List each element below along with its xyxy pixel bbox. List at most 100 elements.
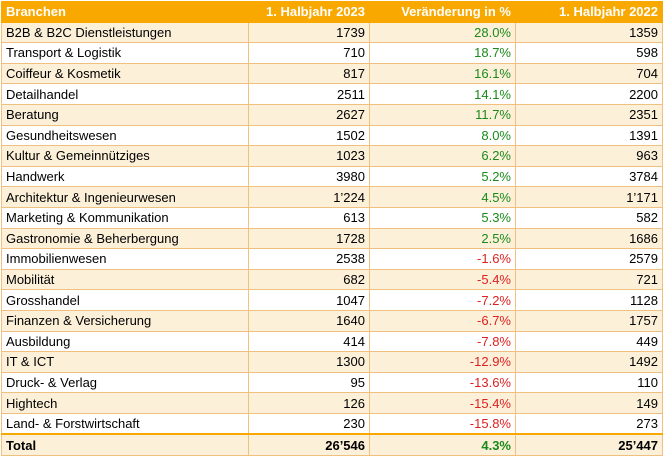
table-body: B2B & B2C Dienstleistungen 1739 28.0% 1359 T… [1,21,663,435]
cell-h2022: 149 [515,392,663,414]
total-change: 4.3% [369,433,516,456]
cell-h2023: 2511 [248,83,370,105]
cell-branche: Land- & Forstwirtschaft [1,412,249,435]
table-row: Immobilienwesen 2538 -1.6% 2579 [1,248,663,270]
cell-change: -6.7% [369,309,516,332]
cell-h2022: 449 [515,330,663,353]
table-row: Finanzen & Versicherung 1640 -6.7% 1757 [1,309,663,332]
cell-h2023: 1739 [248,21,370,44]
cell-change: -13.6% [369,371,516,394]
total-h2022: 25’447 [515,433,663,456]
cell-h2022: 582 [515,206,663,229]
cell-change: 4.5% [369,186,516,208]
header-h2022: 1. Halbjahr 2022 [515,1,663,23]
cell-h2023: 2538 [248,248,370,270]
cell-h2022: 2579 [515,248,663,270]
cell-h2023: 414 [248,330,370,353]
cell-h2022: 1686 [515,227,663,250]
header-change: Veränderung in % [369,1,516,23]
table-row: Grosshandel 1047 -7.2% 1128 [1,289,663,311]
table-row: Gastronomie & Beherbergung 1728 2.5% 1686 [1,227,663,250]
cell-h2022: 598 [515,42,663,64]
header-row: Branchen 1. Halbjahr 2023 Veränderung in… [1,1,663,23]
cell-branche: B2B & B2C Dienstleistungen [1,21,249,44]
cell-branche: Handwerk [1,165,249,188]
cell-h2023: 2627 [248,103,370,126]
cell-branche: Hightech [1,392,249,414]
cell-branche: Beratung [1,103,249,126]
table-row: Land- & Forstwirtschaft 230 -15.8% 273 [1,412,663,435]
table-row: Ausbildung 414 -7.8% 449 [1,330,663,353]
cell-branche: IT & ICT [1,351,249,373]
cell-h2022: 963 [515,145,663,167]
cell-change: -5.4% [369,268,516,291]
cell-h2023: 95 [248,371,370,394]
header-branchen: Branchen [1,1,249,23]
cell-h2022: 1128 [515,289,663,311]
total-row: Total 26’546 4.3% 25’447 [1,433,663,456]
cell-h2023: 682 [248,268,370,291]
cell-h2022: 704 [515,62,663,85]
table-row: Gesundheitswesen 1502 8.0% 1391 [1,124,663,147]
cell-h2022: 721 [515,268,663,291]
cell-change: -7.2% [369,289,516,311]
cell-h2023: 1’224 [248,186,370,208]
cell-change: 28.0% [369,21,516,44]
cell-h2022: 1359 [515,21,663,44]
table-row: Coiffeur & Kosmetik 817 16.1% 704 [1,62,663,85]
cell-branche: Ausbildung [1,330,249,353]
cell-h2023: 1023 [248,145,370,167]
cell-change: 14.1% [369,83,516,105]
table-row: Kultur & Gemeinnütziges 1023 6.2% 963 [1,145,663,167]
table-row: Transport & Logistik 710 18.7% 598 [1,42,663,64]
cell-h2022: 2200 [515,83,663,105]
table-row: Handwerk 3980 5.2% 3784 [1,165,663,188]
table-row: Druck- & Verlag 95 -13.6% 110 [1,371,663,394]
cell-branche: Kultur & Gemeinnütziges [1,145,249,167]
cell-h2023: 230 [248,412,370,435]
cell-h2023: 126 [248,392,370,414]
cell-branche: Mobilität [1,268,249,291]
header-h2023: 1. Halbjahr 2023 [248,1,370,23]
table-row: Beratung 2627 11.7% 2351 [1,103,663,126]
cell-branche: Immobilienwesen [1,248,249,270]
table-row: Hightech 126 -15.4% 149 [1,392,663,414]
cell-h2022: 110 [515,371,663,394]
cell-change: 2.5% [369,227,516,250]
cell-h2022: 1391 [515,124,663,147]
cell-change: -15.4% [369,392,516,414]
cell-branche: Finanzen & Versicherung [1,309,249,332]
cell-h2023: 3980 [248,165,370,188]
cell-branche: Detailhandel [1,83,249,105]
cell-h2023: 817 [248,62,370,85]
table-row: B2B & B2C Dienstleistungen 1739 28.0% 1359 [1,21,663,44]
cell-change: -15.8% [369,412,516,435]
cell-branche: Gesundheitswesen [1,124,249,147]
cell-h2022: 1’171 [515,186,663,208]
cell-h2023: 1300 [248,351,370,373]
table-row: Architektur & Ingenieurwesen 1’224 4.5% 1’1… [1,186,663,208]
cell-change: 5.3% [369,206,516,229]
cell-change: 11.7% [369,103,516,126]
cell-change: 6.2% [369,145,516,167]
cell-change: 8.0% [369,124,516,147]
total-label: Total [1,433,249,456]
table-row: IT & ICT 1300 -12.9% 1492 [1,351,663,373]
cell-h2022: 2351 [515,103,663,126]
table-row: Marketing & Kommunikation 613 5.3% 582 [1,206,663,229]
cell-change: 18.7% [369,42,516,64]
cell-change: -12.9% [369,351,516,373]
table-row: Detailhandel 2511 14.1% 2200 [1,83,663,105]
cell-h2022: 1757 [515,309,663,332]
cell-h2023: 710 [248,42,370,64]
cell-branche: Transport & Logistik [1,42,249,64]
cell-change: 16.1% [369,62,516,85]
cell-branche: Architektur & Ingenieurwesen [1,186,249,208]
table-row: Mobilität 682 -5.4% 721 [1,268,663,291]
cell-change: -1.6% [369,248,516,270]
cell-branche: Grosshandel [1,289,249,311]
cell-h2022: 1492 [515,351,663,373]
cell-h2022: 3784 [515,165,663,188]
cell-h2023: 1728 [248,227,370,250]
